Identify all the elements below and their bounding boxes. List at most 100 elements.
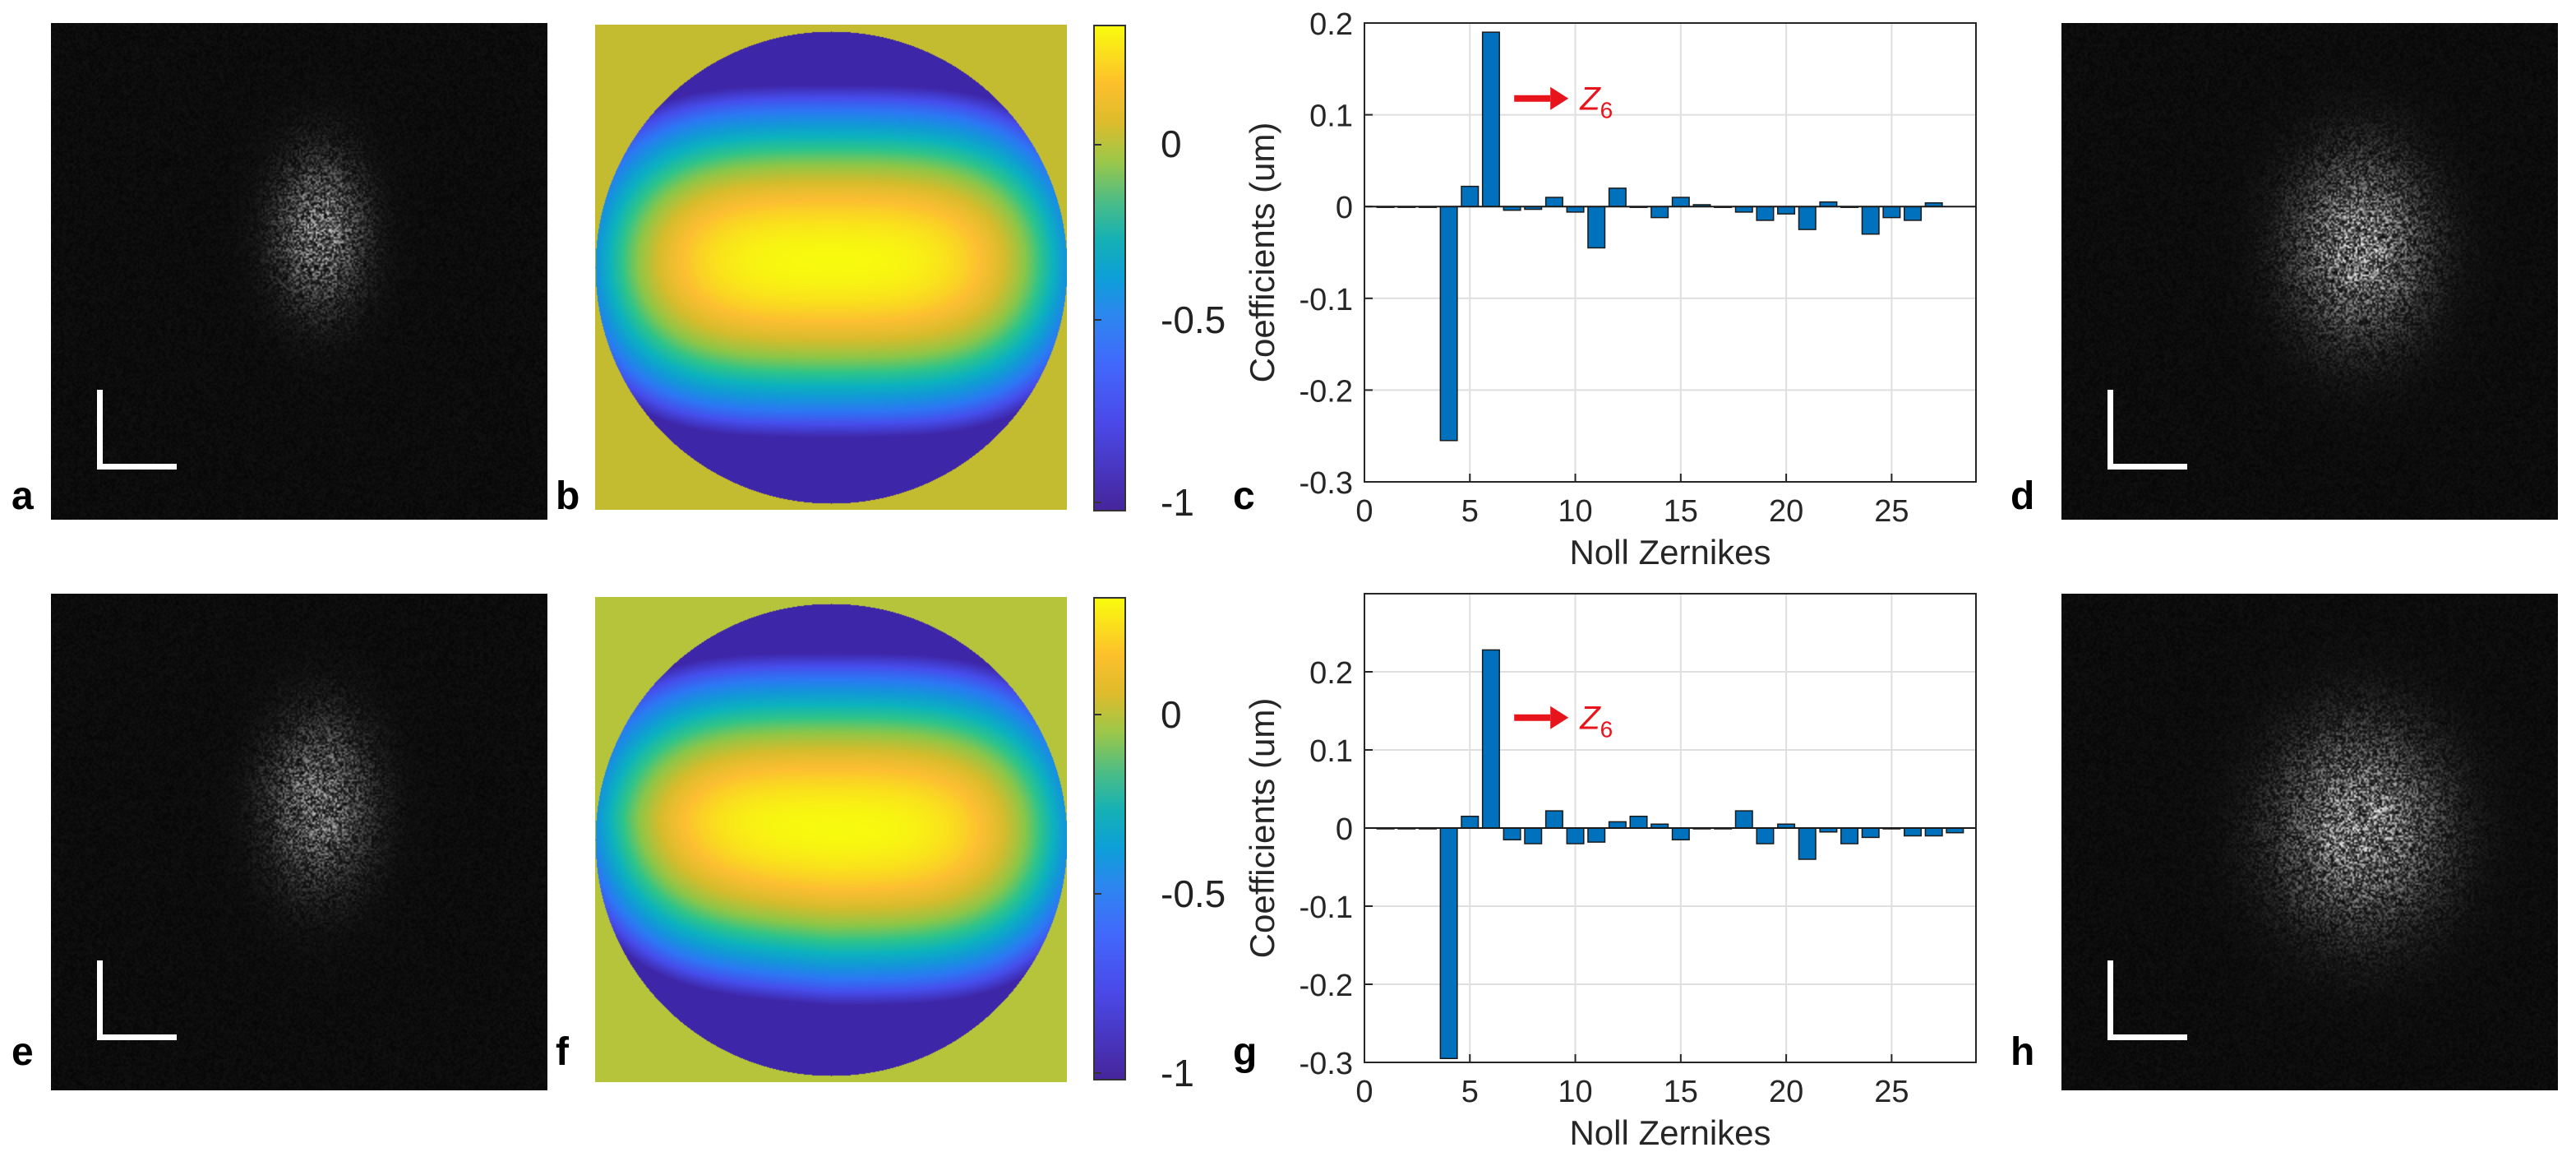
- x-tick-label: 20: [1769, 494, 1803, 529]
- speckle-image-e: [51, 594, 547, 1090]
- x-tick-label: 0: [1355, 494, 1373, 529]
- x-tick-label: 5: [1461, 1075, 1479, 1109]
- colorbar-tick-mark: [1093, 502, 1101, 503]
- speckle-image-h: [2061, 594, 2558, 1090]
- x-tick-label: 15: [1664, 494, 1698, 529]
- bar: [1882, 206, 1901, 219]
- y-tick-label: -0.2: [1300, 969, 1353, 1003]
- speckle-canvas-d: [2061, 23, 2558, 520]
- bar: [1904, 206, 1923, 221]
- colorbar-tick-mark: [1093, 144, 1101, 146]
- bar: [1566, 827, 1585, 844]
- bar: [1924, 827, 1943, 837]
- bar: [1481, 31, 1500, 207]
- bar: [1756, 827, 1775, 844]
- panel-label-f: f: [556, 1030, 569, 1074]
- colorbar-tick-label: 0: [1161, 123, 1182, 165]
- colorbar-tick-label: -1: [1161, 481, 1194, 524]
- x-tick-label: 15: [1664, 1075, 1698, 1109]
- annotation-label: Z6: [1579, 81, 1613, 123]
- bar: [1798, 206, 1817, 230]
- bar: [1734, 810, 1753, 829]
- bar: [1481, 649, 1500, 829]
- scale-bar: [2107, 390, 2187, 470]
- panel-label-e: e: [12, 1030, 34, 1074]
- colorbar-tick-mark: [1093, 319, 1101, 321]
- phase-map-b: [595, 25, 1067, 510]
- axes-box: [1364, 22, 1977, 483]
- axes-box: [1364, 593, 1977, 1063]
- colorbar-tick-mark: [1093, 893, 1101, 895]
- bar: [1503, 827, 1521, 840]
- x-tick-label: 5: [1461, 494, 1479, 529]
- x-tick-label: 25: [1874, 494, 1909, 529]
- bar: [1587, 206, 1606, 249]
- y-tick-label: 0: [1336, 812, 1353, 847]
- y-tick-label: 0.2: [1309, 7, 1353, 42]
- y-tick-label: -0.3: [1300, 466, 1353, 501]
- scale-bar: [2107, 960, 2187, 1040]
- bar: [1566, 206, 1585, 213]
- colorbar-tick-label: -1: [1161, 1052, 1194, 1094]
- phase-canvas-f: [595, 597, 1067, 1082]
- colorbar-tick-mark: [1093, 1072, 1101, 1074]
- speckle-image-d: [2061, 23, 2558, 520]
- bar: [1671, 197, 1690, 207]
- bar: [1629, 816, 1648, 829]
- bar: [1671, 827, 1690, 840]
- bar: [1756, 206, 1775, 221]
- phase-map-f: [595, 597, 1067, 1082]
- speckle-canvas-e: [51, 594, 547, 1090]
- bar: [1439, 827, 1458, 1059]
- y-tick-label: -0.2: [1300, 374, 1353, 409]
- bar: [1608, 821, 1627, 829]
- bar: [1650, 206, 1669, 219]
- panel-label-c: c: [1233, 474, 1255, 518]
- bar: [1461, 185, 1480, 207]
- x-tick-label: 20: [1769, 1075, 1803, 1109]
- y-tick-label: 0.1: [1309, 99, 1353, 134]
- y-tick-label: 0: [1336, 191, 1353, 225]
- y-tick-label: -0.1: [1300, 283, 1353, 317]
- x-tick-label: 0: [1355, 1075, 1373, 1109]
- bar: [1524, 827, 1543, 844]
- speckle-image-a: [51, 23, 547, 520]
- y-tick-label: 0.2: [1309, 656, 1353, 691]
- annotation-label-subscript: 6: [1600, 717, 1613, 743]
- y-tick-label: -0.1: [1300, 891, 1353, 925]
- bar: [1798, 827, 1817, 860]
- scale-bar: [97, 960, 177, 1040]
- bar: [1587, 827, 1606, 843]
- bar: [1544, 197, 1563, 207]
- y-axis-label: Coefficients (um): [1243, 698, 1281, 959]
- bar: [1861, 206, 1880, 235]
- scale-bar: [97, 390, 177, 470]
- colorbar-tick-label: -0.5: [1161, 872, 1226, 915]
- speckle-canvas-h: [2061, 594, 2558, 1090]
- colorbar-tick-mark: [1093, 714, 1101, 715]
- y-tick-label: -0.3: [1300, 1047, 1353, 1081]
- colorbar-tick-label: 0: [1161, 693, 1182, 736]
- bar: [1904, 827, 1923, 837]
- y-axis-label: Coefficients (um): [1243, 123, 1281, 383]
- annotation-label: Z6: [1579, 701, 1613, 743]
- bar: [1608, 187, 1627, 207]
- annotation-arrow-head: [1550, 706, 1569, 729]
- panel-label-a: a: [12, 474, 34, 518]
- x-axis-label: Noll Zernikes: [1569, 1113, 1770, 1152]
- x-axis-label: Noll Zernikes: [1569, 533, 1770, 571]
- x-tick-label: 10: [1558, 494, 1592, 529]
- y-tick-label: 0.1: [1309, 734, 1353, 769]
- bar: [1439, 206, 1458, 442]
- bar: [1777, 206, 1796, 215]
- annotation-label-subscript: 6: [1600, 98, 1613, 123]
- panel-label-g: g: [1233, 1030, 1258, 1074]
- bar: [1734, 206, 1753, 213]
- bar: [1861, 827, 1880, 839]
- speckle-canvas-a: [51, 23, 547, 520]
- bar: [1461, 816, 1480, 829]
- bar: [1544, 810, 1563, 829]
- annotation-arrow-head: [1550, 86, 1569, 110]
